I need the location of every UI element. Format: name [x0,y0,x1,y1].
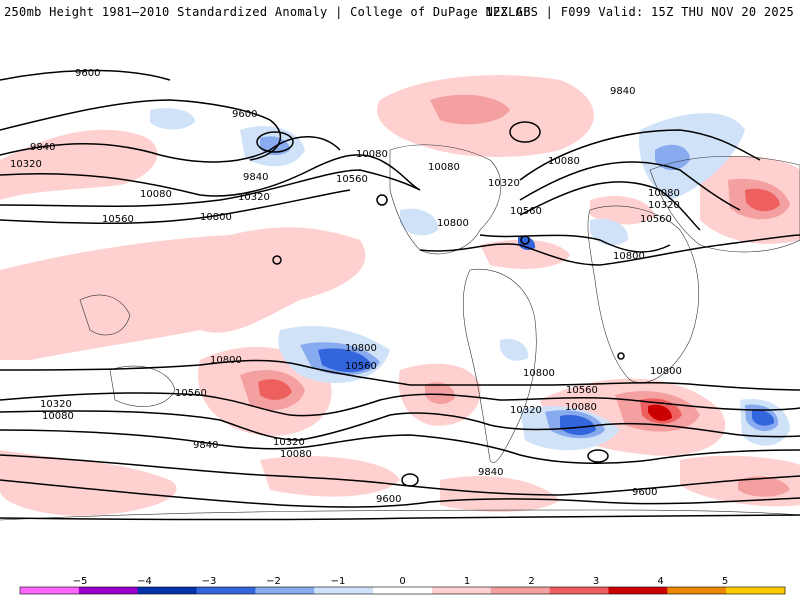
contour-label: 10080 [565,402,597,413]
colorbar-tick-label: 4 [657,576,663,587]
colorbar-tick-label: 3 [593,576,599,587]
contour-label: 10320 [648,200,680,211]
colorbar-block [78,587,139,594]
contour-label: 10080 [648,188,680,199]
contour-label: 9840 [193,440,218,451]
contour-label: 10080 [548,156,580,167]
colorbar-outline [19,586,786,595]
contour-label: 10080 [428,162,460,173]
colorbar-block [20,587,80,594]
contour-label: 10560 [566,385,598,396]
colorbar-tick-label: 5 [722,576,728,587]
contour-label: 10080 [280,449,312,460]
contour-label: 9840 [30,142,55,153]
colorbar-block [314,587,374,594]
contour-label: 10800 [210,355,242,366]
contour-label: 9840 [610,86,635,97]
contour-label: 10560 [640,214,672,225]
contour-label: 10800 [523,368,555,379]
contour-label: 9600 [376,494,401,505]
colorbar-block [255,587,315,594]
anomaly-map: 9600 9600 9840 10320 10080 10560 10800 1… [0,40,800,560]
colorbar-block [431,587,492,594]
colorbar-tick-label: −3 [202,576,217,587]
coastlines [0,144,800,521]
contour-label: 10320 [273,437,305,448]
colorbar-block [667,587,727,594]
contour-label: 10320 [40,399,72,410]
contour-label: 10320 [10,159,42,170]
contour-label: 10320 [510,405,542,416]
contour-label: 10080 [140,189,172,200]
colorbar-tick-label: −1 [331,576,346,587]
contour-label: 10800 [200,212,232,223]
contour-label: 9840 [478,467,503,478]
contour-label: 10800 [650,366,682,377]
colorbar-block [196,587,256,594]
contour-label: 10320 [238,192,270,203]
contour-label: 9600 [632,487,657,498]
contour-label: 9600 [232,109,257,120]
colorbar-tick-label: 1 [464,576,470,587]
colorbar-tick-label: −2 [266,576,281,587]
contour-label: 10080 [42,411,74,422]
contour-label: 9840 [243,172,268,183]
contour-label: 10800 [345,343,377,354]
colorbar-tick-label: 2 [528,576,534,587]
chart-title: 250mb Height 1981–2010 Standardized Anom… [4,5,531,19]
contour-label: 10560 [102,214,134,225]
colorbar-labels: −5 −4 −3 −2 −1 0 1 2 3 4 5 [73,576,729,587]
colorbar-block [373,587,433,594]
contour-label: 10560 [345,361,377,372]
colorbar-block [726,587,786,594]
colorbar-tick-label: −5 [73,576,88,587]
model-valid-time: 12Z GFS | F099 Valid: 15Z THU NOV 20 202… [485,5,794,19]
colorbar: −5 −4 −3 −2 −1 0 1 2 3 4 5 [19,576,786,595]
peak-positive-anomaly-shading [648,404,672,421]
colorbar-tick-label: 0 [399,576,405,587]
contour-label: 10560 [175,388,207,399]
colorbar-blocks [19,586,786,595]
contour-label: 10320 [488,178,520,189]
height-contours [0,69,800,521]
colorbar-block [549,587,609,594]
contour-label: 10080 [356,149,388,160]
contour-label: 9600 [75,68,100,79]
colorbar-tick-label: −4 [137,576,152,587]
colorbar-block [490,587,551,594]
colorbar-block [137,587,198,594]
contour-labels: 9600 9600 9840 10320 10080 10560 10800 1… [10,68,682,505]
contour-label: 10800 [437,218,469,229]
contour-label: 10560 [510,206,542,217]
contour-label: 10560 [336,174,368,185]
colorbar-block [608,587,668,594]
contour-label: 10800 [613,251,645,262]
